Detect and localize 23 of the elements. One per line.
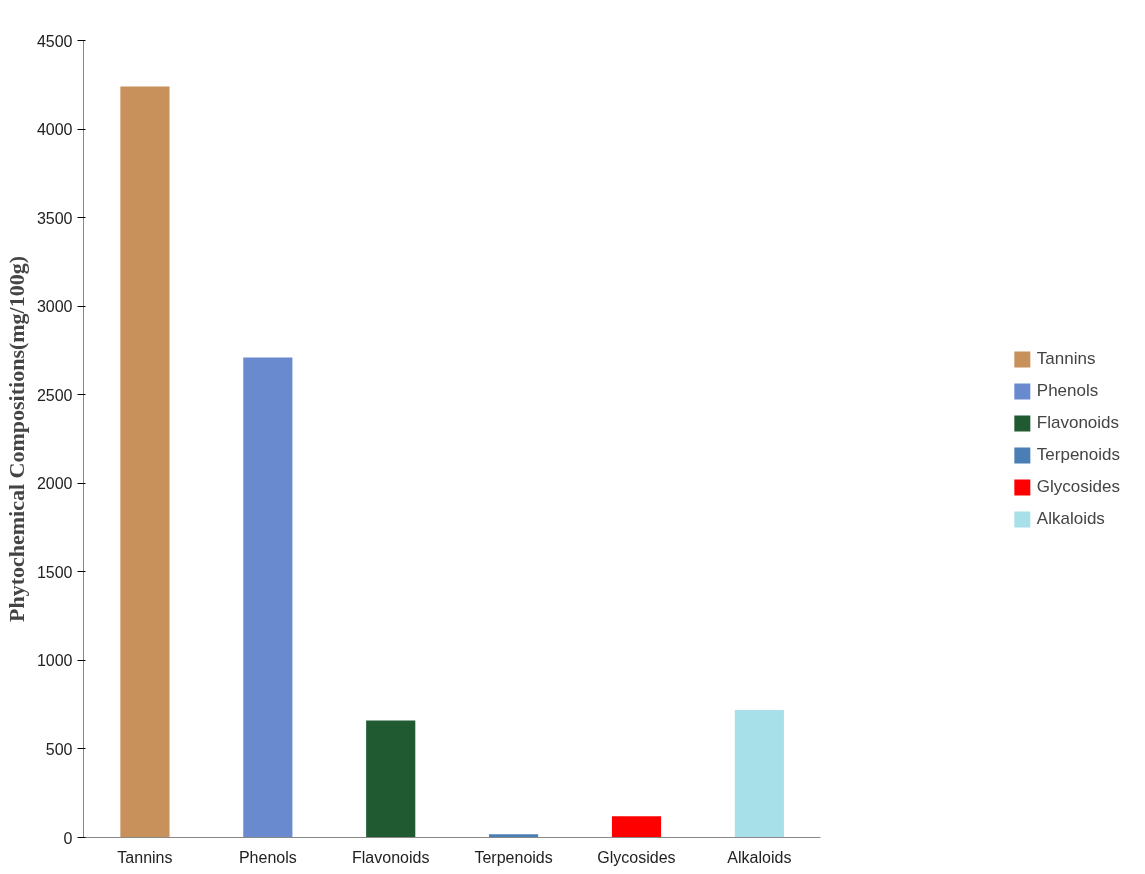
y-tick-label: 500 [45,740,73,758]
legend-label: Tannins [1036,348,1096,369]
legend-label: Glycosides [1036,476,1120,497]
x-tick-label: Tannins [117,848,173,866]
x-tick-label: Phenols [238,848,297,866]
y-tick-label: 2500 [36,386,73,404]
legend-label: Alkaloids [1036,508,1105,529]
y-tick-label: 3000 [36,298,73,316]
y-tick-label: 1000 [36,652,73,670]
y-tick-label: 4500 [36,32,73,50]
y-tick-label: 1500 [36,563,73,581]
legend-label: Phenols [1036,380,1099,401]
x-tick-label: Flavonoids [352,848,430,866]
x-tick-label: Glycosides [597,848,676,866]
x-tick-label: Alkaloids [727,848,792,866]
x-tick-label: Terpenoids [474,848,553,866]
y-tick-label: 0 [63,829,73,847]
legend-label: Flavonoids [1036,412,1120,433]
y-tick-label: 3500 [36,209,73,227]
legend-label: Terpenoids [1036,444,1120,465]
y-axis-title: Phytochemical Compositions(mg/100g) [3,255,29,623]
y-tick-label: 4000 [36,121,73,139]
y-tick-label: 2000 [36,475,73,493]
